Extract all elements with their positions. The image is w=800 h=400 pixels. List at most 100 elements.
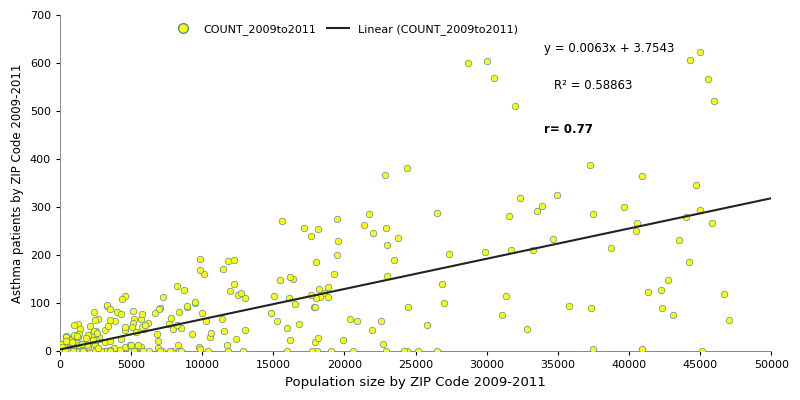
Point — [65, 339, 78, 346]
Point — [114, 347, 126, 354]
Text: R² = 0.58863: R² = 0.58863 — [554, 79, 633, 92]
Point — [216, 315, 229, 322]
Point — [307, 304, 320, 310]
Point — [111, 309, 124, 316]
Point — [175, 348, 188, 354]
Point — [131, 341, 144, 348]
Point — [224, 288, 237, 294]
Point — [227, 257, 240, 263]
Point — [73, 346, 86, 352]
Point — [58, 348, 71, 354]
Point — [284, 274, 297, 280]
Point — [304, 292, 317, 298]
Point — [398, 348, 410, 354]
Point — [268, 292, 281, 299]
Point — [680, 214, 693, 220]
Point — [68, 347, 81, 353]
Point — [59, 348, 72, 354]
Point — [314, 294, 326, 300]
Point — [222, 348, 234, 354]
Point — [118, 326, 131, 333]
Point — [586, 211, 599, 217]
Y-axis label: Asthma patients by ZIP Code 2009-2011: Asthma patients by ZIP Code 2009-2011 — [11, 64, 24, 303]
Point — [89, 317, 102, 323]
Point — [54, 341, 67, 348]
Point — [380, 273, 393, 279]
Point — [61, 334, 74, 340]
Point — [130, 344, 143, 350]
Point — [102, 323, 115, 329]
Point — [65, 337, 78, 344]
Point — [694, 206, 706, 213]
Point — [718, 290, 730, 297]
Point — [198, 270, 210, 277]
Point — [56, 348, 69, 354]
Point — [189, 299, 202, 305]
Point — [154, 305, 166, 312]
Point — [77, 341, 90, 347]
Point — [123, 342, 136, 348]
Point — [70, 340, 83, 346]
Text: r= 0.77: r= 0.77 — [544, 123, 593, 136]
Point — [94, 348, 107, 354]
Point — [165, 315, 178, 322]
Point — [153, 306, 166, 313]
Point — [526, 246, 539, 253]
Point — [86, 331, 98, 338]
Point — [72, 334, 85, 340]
Point — [695, 348, 708, 354]
Point — [76, 341, 89, 348]
Point — [135, 311, 148, 318]
Point — [683, 57, 696, 63]
Point — [90, 332, 103, 339]
Point — [174, 324, 187, 331]
Point — [118, 324, 131, 330]
Point — [127, 316, 140, 322]
Point — [114, 310, 127, 317]
Point — [54, 346, 67, 353]
Point — [587, 346, 600, 352]
Point — [690, 181, 702, 188]
Point — [297, 225, 310, 232]
Point — [401, 165, 414, 171]
Point — [221, 342, 234, 348]
Point — [293, 320, 306, 327]
Point — [66, 348, 78, 354]
Point — [90, 329, 103, 336]
Point — [67, 348, 80, 354]
Point — [76, 348, 89, 354]
Point — [88, 348, 101, 354]
Point — [104, 347, 117, 353]
Point — [134, 344, 147, 350]
Point — [87, 339, 100, 345]
Point — [128, 348, 141, 354]
Point — [136, 348, 149, 354]
Point — [126, 324, 139, 330]
Point — [62, 348, 74, 354]
Point — [635, 346, 648, 352]
Point — [66, 344, 79, 350]
Point — [281, 325, 294, 331]
Point — [337, 337, 350, 343]
Point — [308, 304, 321, 311]
Point — [274, 277, 286, 283]
Point — [438, 300, 450, 306]
Point — [116, 296, 129, 302]
Point — [166, 348, 178, 354]
Point — [322, 293, 334, 300]
Point — [164, 348, 177, 354]
Point — [63, 348, 76, 354]
Point — [156, 348, 169, 354]
Point — [388, 257, 401, 264]
Point — [114, 335, 127, 342]
Point — [283, 337, 296, 344]
Point — [217, 328, 230, 334]
Point — [500, 293, 513, 299]
Point — [56, 346, 69, 353]
Point — [67, 322, 80, 328]
Point — [64, 337, 77, 343]
Point — [289, 301, 302, 307]
Point — [330, 252, 343, 258]
Point — [318, 290, 330, 296]
Point — [78, 348, 90, 354]
